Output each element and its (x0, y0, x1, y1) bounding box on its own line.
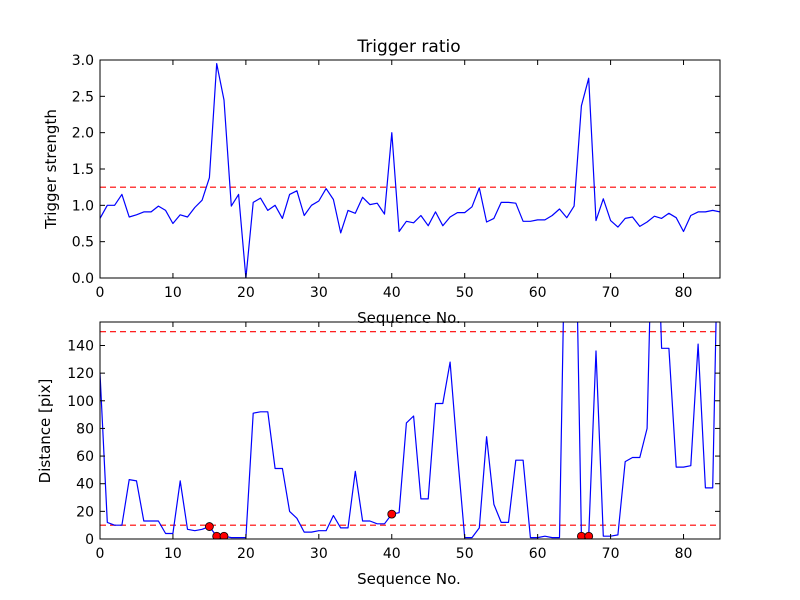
x-tick-label: 60 (529, 546, 547, 562)
y-tick-label: 2.0 (72, 126, 94, 142)
y-tick-label: 100 (67, 394, 94, 410)
x-tick-label: 10 (164, 546, 182, 562)
y-tick-label: 20 (76, 504, 94, 520)
x-tick-label: 0 (96, 546, 105, 562)
y-tick-label: 40 (76, 477, 94, 493)
x-axis-label: Sequence No. (357, 309, 461, 327)
highlight-marker (219, 531, 229, 539)
y-axis-label: Distance [pix] (36, 379, 54, 484)
x-tick-label: 50 (456, 546, 474, 562)
data-layer (100, 322, 720, 539)
x-tick-label: 20 (237, 285, 255, 301)
y-tick-label: 1.5 (72, 162, 94, 178)
series-line (100, 62, 720, 278)
x-tick-label: 50 (456, 285, 474, 301)
data-layer (100, 62, 720, 278)
x-tick-label: 80 (675, 546, 693, 562)
x-tick-label: 30 (310, 285, 328, 301)
y-tick-label: 60 (76, 449, 94, 465)
plot-title: Trigger ratio (356, 37, 460, 57)
x-tick-label: 70 (602, 546, 620, 562)
y-tick-label: 0.0 (72, 271, 94, 287)
y-tick-label: 80 (76, 421, 94, 437)
y-tick-label: 0 (85, 532, 94, 548)
highlight-marker (584, 531, 594, 539)
y-tick-label: 1.0 (72, 198, 94, 214)
highlight-marker (387, 509, 397, 519)
x-tick-label: 0 (96, 285, 105, 301)
x-tick-label: 20 (237, 546, 255, 562)
x-tick-label: 40 (383, 546, 401, 562)
y-tick-label: 2.5 (72, 89, 94, 105)
x-tick-label: 10 (164, 285, 182, 301)
y-tick-label: 120 (67, 366, 94, 382)
x-tick-label: 70 (602, 285, 620, 301)
x-axis-label: Sequence No. (357, 570, 461, 588)
y-tick-label: 3.0 (72, 53, 94, 69)
x-tick-label: 80 (675, 285, 693, 301)
y-tick-label: 0.5 (72, 235, 94, 251)
axes-frame (99, 321, 721, 540)
x-tick-label: 40 (383, 285, 401, 301)
distance-plot: Sequence No. Distance [pix] 0 10 20 30 40 50 6… (36, 321, 721, 588)
y-axis-label: Trigger strength (42, 109, 60, 230)
trigger-ratio-plot: Trigger ratio Sequence No. Trigger stren… (42, 37, 721, 327)
x-tick-label: 30 (310, 546, 328, 562)
highlight-marker (205, 522, 214, 531)
y-tick-label: 140 (67, 338, 94, 354)
series-line (100, 322, 717, 539)
x-tick-label: 60 (529, 285, 547, 301)
